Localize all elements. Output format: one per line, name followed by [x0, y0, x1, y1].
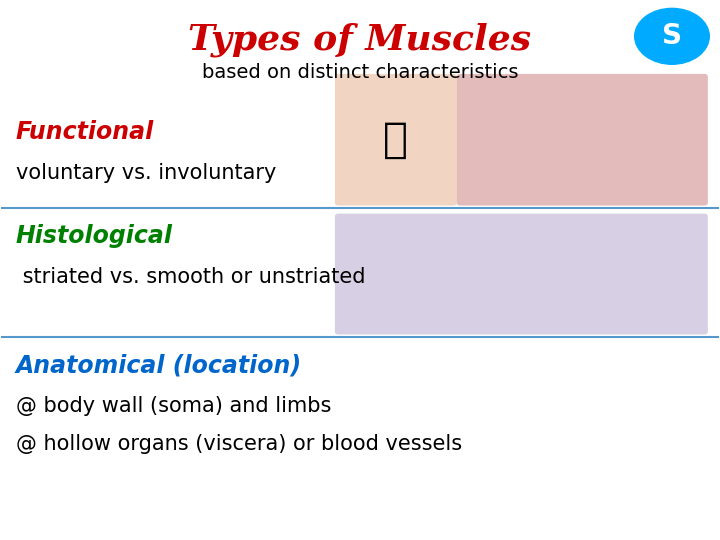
Text: 🏃: 🏃 [383, 119, 408, 161]
FancyBboxPatch shape [456, 74, 708, 206]
Text: based on distinct characteristics: based on distinct characteristics [202, 63, 518, 82]
Text: Histological: Histological [16, 224, 173, 248]
Text: Anatomical (location): Anatomical (location) [16, 353, 302, 377]
Text: voluntary vs. involuntary: voluntary vs. involuntary [16, 163, 276, 183]
Text: Types of Muscles: Types of Muscles [189, 23, 531, 57]
Circle shape [635, 9, 709, 64]
Text: Functional: Functional [16, 119, 154, 144]
Text: @ body wall (soma) and limbs: @ body wall (soma) and limbs [16, 396, 331, 416]
Text: @ hollow organs (viscera) or blood vessels: @ hollow organs (viscera) or blood vesse… [16, 434, 462, 454]
FancyBboxPatch shape [335, 74, 456, 206]
FancyBboxPatch shape [335, 214, 708, 334]
Text: S: S [662, 22, 682, 50]
Text: striated vs. smooth or unstriated: striated vs. smooth or unstriated [16, 267, 365, 287]
